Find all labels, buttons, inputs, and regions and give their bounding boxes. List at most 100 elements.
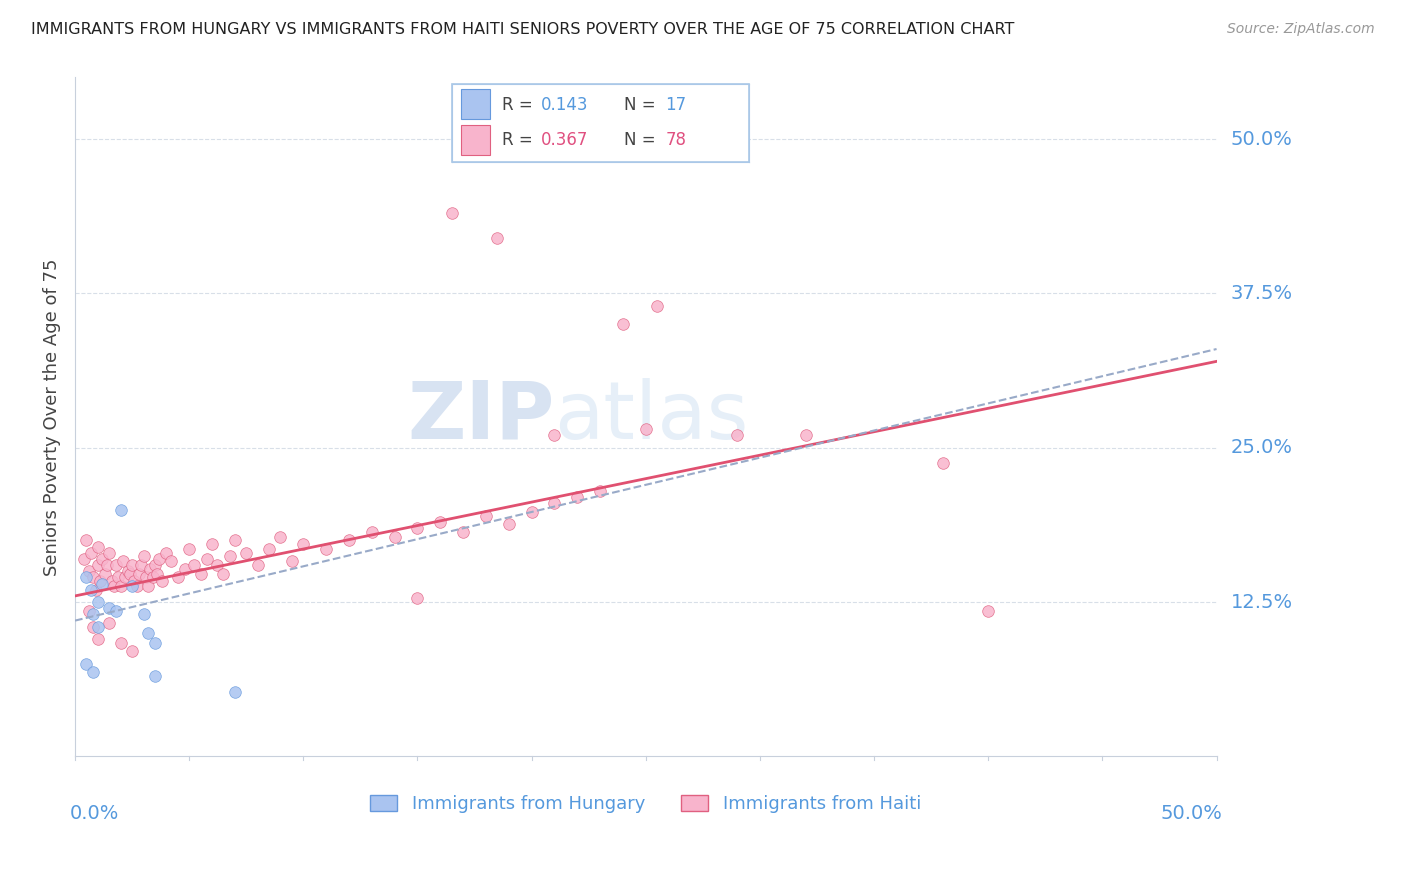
Point	[224, 533, 246, 548]
Point	[77, 564, 100, 578]
Point	[142, 570, 165, 584]
Text: 50.0%: 50.0%	[1160, 804, 1222, 823]
Text: ZIP: ZIP	[408, 378, 554, 456]
Point	[75, 657, 97, 671]
Point	[91, 576, 114, 591]
Point	[73, 552, 96, 566]
Text: atlas: atlas	[554, 378, 749, 456]
Point	[87, 595, 110, 609]
Point	[82, 570, 104, 584]
Point	[155, 546, 177, 560]
Point	[80, 582, 103, 597]
Point	[148, 552, 170, 566]
Point	[150, 574, 173, 588]
Point	[110, 579, 132, 593]
Point	[87, 620, 110, 634]
Point	[146, 566, 169, 581]
Point	[75, 570, 97, 584]
Text: Source: ZipAtlas.com: Source: ZipAtlas.com	[1227, 22, 1375, 37]
Point	[103, 579, 125, 593]
Point	[87, 558, 110, 572]
Point	[543, 428, 565, 442]
Point	[205, 558, 228, 572]
Point	[143, 669, 166, 683]
Point	[139, 562, 162, 576]
Point	[128, 566, 150, 581]
Point	[136, 579, 159, 593]
Text: 12.5%: 12.5%	[1230, 592, 1292, 612]
Point	[100, 574, 122, 588]
Point	[281, 554, 304, 568]
Text: 25.0%: 25.0%	[1230, 438, 1292, 458]
Point	[160, 554, 183, 568]
Point	[87, 540, 110, 554]
Point	[132, 549, 155, 564]
Text: 0.0%: 0.0%	[69, 804, 118, 823]
Point	[179, 541, 201, 556]
Point	[82, 665, 104, 680]
Point	[224, 685, 246, 699]
Point	[166, 570, 188, 584]
Point	[634, 422, 657, 436]
Point	[93, 566, 115, 581]
Point	[315, 541, 337, 556]
Point	[589, 483, 612, 498]
Point	[269, 530, 291, 544]
Point	[451, 524, 474, 539]
Point	[486, 231, 509, 245]
Point	[129, 558, 152, 572]
Point	[406, 591, 429, 606]
Point	[132, 607, 155, 622]
Point	[173, 562, 195, 576]
Text: 50.0%: 50.0%	[1230, 129, 1292, 149]
Point	[84, 582, 107, 597]
Point	[105, 604, 128, 618]
Text: 37.5%: 37.5%	[1230, 284, 1292, 303]
Point	[121, 579, 143, 593]
Point	[246, 558, 269, 572]
Point	[931, 456, 953, 470]
Point	[98, 616, 121, 631]
Point	[977, 604, 1000, 618]
Point	[89, 574, 111, 588]
Point	[201, 537, 224, 551]
Point	[475, 508, 498, 523]
Point	[98, 601, 121, 615]
Point	[406, 521, 429, 535]
Point	[235, 546, 257, 560]
Point	[143, 636, 166, 650]
Point	[183, 558, 205, 572]
Point	[80, 546, 103, 560]
Point	[498, 517, 520, 532]
Point	[124, 574, 146, 588]
Point	[143, 558, 166, 572]
Point	[360, 524, 382, 539]
Point	[82, 620, 104, 634]
Point	[543, 496, 565, 510]
Y-axis label: Seniors Poverty Over the Age of 75: Seniors Poverty Over the Age of 75	[44, 258, 60, 575]
Point	[91, 552, 114, 566]
Point	[96, 558, 118, 572]
Point	[645, 299, 668, 313]
Point	[292, 537, 315, 551]
Point	[117, 564, 139, 578]
Point	[118, 566, 141, 581]
Point	[82, 607, 104, 622]
Point	[440, 206, 463, 220]
Point	[136, 626, 159, 640]
Point	[125, 579, 148, 593]
Point	[135, 570, 157, 584]
Legend: Immigrants from Hungary, Immigrants from Haiti: Immigrants from Hungary, Immigrants from…	[361, 786, 931, 822]
Point	[75, 533, 97, 548]
Point	[114, 570, 136, 584]
Point	[121, 644, 143, 658]
Point	[197, 552, 219, 566]
Point	[110, 636, 132, 650]
Point	[567, 490, 589, 504]
Point	[257, 541, 280, 556]
Point	[520, 505, 543, 519]
Point	[107, 570, 129, 584]
Point	[429, 515, 451, 529]
Point	[794, 428, 817, 442]
Point	[110, 502, 132, 516]
